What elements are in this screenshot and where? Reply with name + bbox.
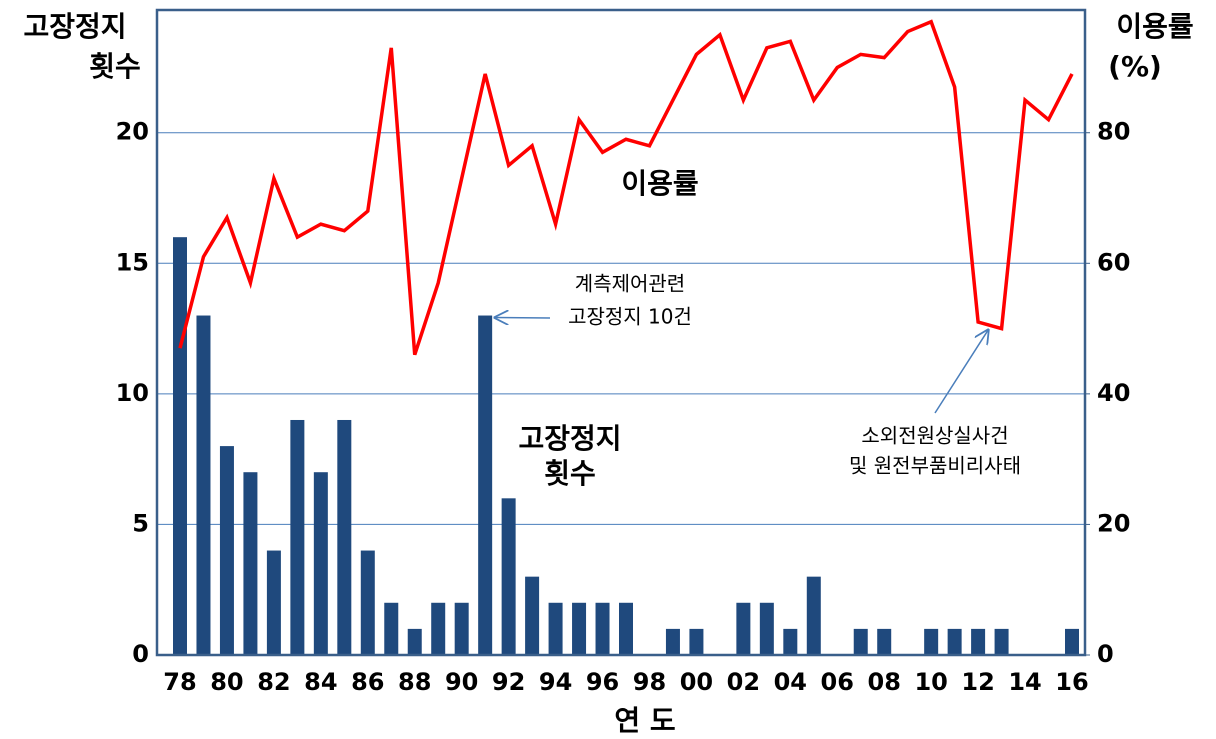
bar bbox=[1065, 628, 1079, 655]
bar bbox=[266, 550, 281, 655]
bar bbox=[313, 472, 328, 655]
y2-title: (%) bbox=[1108, 50, 1162, 83]
bar bbox=[243, 472, 258, 655]
y-tick-label: 15 bbox=[116, 248, 149, 276]
y-title: 고장정지 bbox=[23, 10, 126, 43]
y-tick-label: 5 bbox=[132, 509, 149, 537]
bar bbox=[947, 628, 962, 655]
x-tick-label: 92 bbox=[492, 668, 525, 696]
bar bbox=[736, 602, 751, 655]
x-tick-label: 98 bbox=[633, 668, 666, 696]
y-tick-label: 0 bbox=[132, 640, 149, 668]
x-tick-label: 06 bbox=[821, 668, 854, 696]
bar bbox=[619, 602, 633, 655]
y2-tick-label: 80 bbox=[1097, 118, 1130, 146]
bar bbox=[219, 446, 234, 655]
x-tick-label: 78 bbox=[163, 668, 196, 696]
bar bbox=[337, 419, 352, 655]
bar bbox=[971, 628, 986, 655]
bar bbox=[924, 628, 939, 655]
x-tick-label: 16 bbox=[1055, 668, 1088, 696]
x-tick-label: 94 bbox=[539, 668, 572, 696]
y2-tick-label: 40 bbox=[1097, 379, 1130, 407]
bar bbox=[572, 602, 587, 655]
bar bbox=[783, 628, 798, 655]
y-tick-label: 10 bbox=[116, 379, 149, 407]
annotation: 고장정지 bbox=[518, 422, 621, 455]
x-tick-label: 80 bbox=[210, 668, 243, 696]
x-title: 연 도 bbox=[614, 704, 675, 737]
bar bbox=[877, 628, 892, 655]
x-tick-label: 86 bbox=[351, 668, 384, 696]
bar bbox=[548, 602, 563, 655]
bar bbox=[478, 315, 493, 655]
bar bbox=[689, 628, 704, 655]
bar bbox=[525, 576, 540, 655]
x-tick-label: 12 bbox=[961, 668, 994, 696]
plot-frame bbox=[155, 8, 1087, 657]
x-tick-label: 84 bbox=[304, 668, 337, 696]
bar bbox=[384, 602, 399, 655]
annotation: 이용률 bbox=[621, 167, 698, 200]
bar bbox=[290, 419, 305, 655]
x-tick-label: 14 bbox=[1008, 668, 1041, 696]
x-tick-label: 00 bbox=[680, 668, 713, 696]
bar bbox=[806, 576, 821, 655]
x-tick-label: 04 bbox=[774, 668, 807, 696]
x-tick-label: 08 bbox=[868, 668, 901, 696]
annotation-arrow bbox=[934, 330, 988, 414]
bar bbox=[196, 315, 211, 655]
x-tick-label: 90 bbox=[445, 668, 478, 696]
bar bbox=[501, 498, 516, 655]
y-title: 횟수 bbox=[89, 50, 141, 83]
annotation: 및 원전부품비리사태 bbox=[849, 454, 1021, 478]
bar bbox=[759, 602, 774, 655]
bar bbox=[665, 628, 680, 655]
x-tick-label: 02 bbox=[727, 668, 760, 696]
bar bbox=[407, 628, 422, 655]
x-tick-label: 88 bbox=[398, 668, 431, 696]
annotation: 횟수 bbox=[544, 457, 596, 490]
bar bbox=[454, 602, 469, 655]
y2-tick-label: 0 bbox=[1097, 640, 1114, 668]
x-tick-label: 96 bbox=[586, 668, 619, 696]
bar bbox=[173, 237, 187, 656]
bar bbox=[853, 628, 868, 655]
y2-tick-label: 60 bbox=[1097, 248, 1130, 276]
y2-tick-label: 20 bbox=[1097, 509, 1130, 537]
x-tick-label: 10 bbox=[914, 668, 947, 696]
bar bbox=[595, 602, 610, 655]
bar bbox=[994, 628, 1009, 655]
x-tick-label: 82 bbox=[257, 668, 290, 696]
annotation: 계측제어관련 bbox=[575, 272, 685, 296]
annotation: 고장정지 10건 bbox=[568, 305, 692, 329]
annotation: 소외전원상실사건 bbox=[861, 424, 1008, 448]
y2-title: 이용률 bbox=[1116, 10, 1193, 43]
bar bbox=[360, 550, 375, 655]
y-tick-label: 20 bbox=[116, 118, 149, 146]
line bbox=[178, 19, 1074, 356]
bar bbox=[431, 602, 446, 655]
